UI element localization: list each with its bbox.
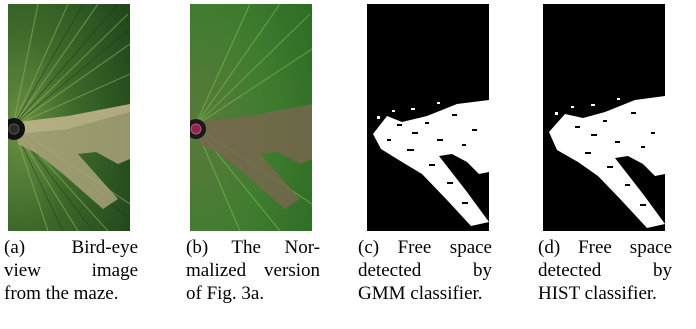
hist-free-space-mask (543, 4, 665, 231)
caption-line: HIST classifier. (538, 283, 657, 304)
caption-line: (c) Free space (358, 237, 492, 258)
bird-eye-maze-image (8, 4, 130, 231)
caption-line: GMM classifier. (358, 283, 483, 304)
caption-line: detected by (358, 260, 492, 281)
caption-c: (c) Free space detected by GMM classifie… (358, 236, 492, 305)
bird-eye-image (8, 4, 130, 231)
caption-line: (d) Free space (538, 237, 672, 258)
gmm-mask-image (367, 4, 489, 231)
caption-line: of Fig. 3a. (186, 283, 265, 304)
hist-mask-image (543, 4, 665, 231)
caption-line: detected by (538, 260, 672, 281)
normalized-image (190, 4, 312, 231)
gmm-free-space-mask (367, 4, 489, 231)
caption-a: (a) Bird-eye view image from the maze. (4, 236, 138, 305)
caption-d: (d) Free space detected by HIST classifi… (538, 236, 672, 305)
caption-line: from the maze. (4, 283, 119, 304)
caption-line: view image (4, 260, 138, 281)
caption-line: (b) The Nor- (186, 237, 320, 258)
caption-b: (b) The Nor- malized version of Fig. 3a. (186, 236, 320, 305)
caption-line: (a) Bird-eye (4, 237, 138, 258)
normalized-maze-image (190, 4, 312, 231)
caption-line: malized version (186, 260, 320, 281)
